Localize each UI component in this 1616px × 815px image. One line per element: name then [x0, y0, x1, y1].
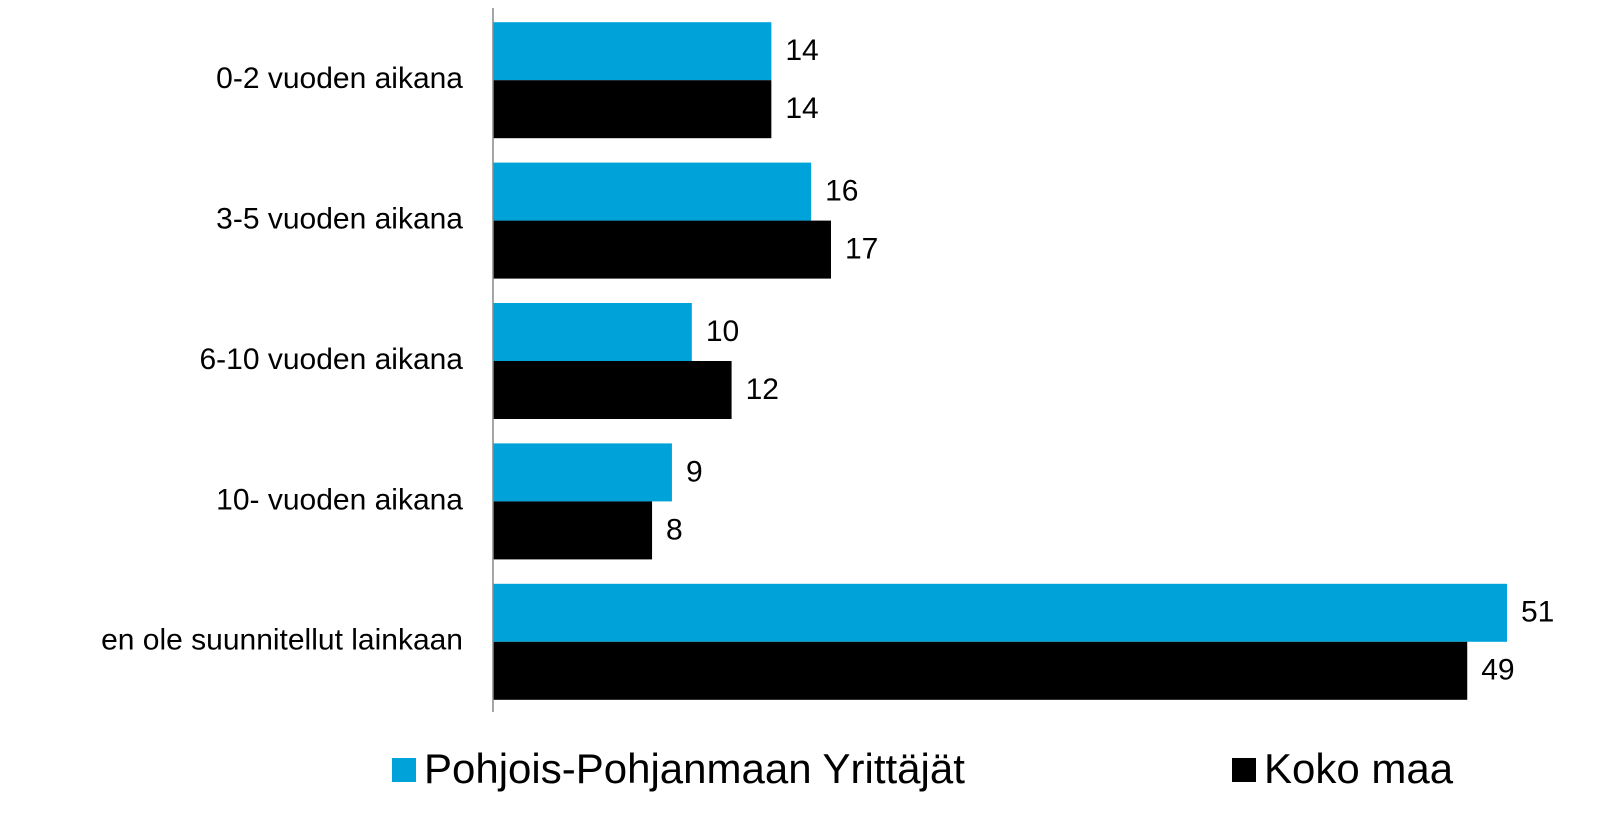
y-tick-label: 0-2 vuoden aikana	[216, 62, 463, 95]
data-label: 49	[1481, 654, 1514, 687]
legend-label: Pohjois-Pohjanmaan Yrittäjät	[424, 745, 965, 792]
data-label: 16	[825, 175, 858, 208]
bar	[493, 641, 1468, 700]
bar	[493, 303, 692, 361]
bar	[493, 80, 772, 139]
data-label: 17	[845, 233, 878, 266]
y-tick-label: en ole suunnitellut lainkaan	[101, 624, 463, 657]
y-tick-label: 3-5 vuoden aikana	[216, 203, 463, 236]
data-label: 14	[785, 92, 818, 125]
y-tick-label: 6-10 vuoden aikana	[199, 343, 463, 376]
bar	[493, 583, 1507, 642]
bar	[493, 501, 653, 560]
data-label: 51	[1521, 596, 1554, 629]
y-tick-label: 10- vuoden aikana	[216, 483, 463, 516]
bar	[493, 361, 732, 419]
data-label: 14	[785, 34, 818, 67]
bar	[493, 22, 772, 81]
bar	[493, 220, 831, 279]
bar	[493, 162, 812, 221]
legend-swatch	[392, 758, 416, 782]
legend-swatch	[1232, 758, 1256, 782]
data-label: 10	[706, 315, 739, 348]
legend-label: Koko maa	[1264, 745, 1454, 792]
data-label: 8	[666, 513, 683, 546]
data-label: 12	[746, 373, 779, 406]
data-label: 9	[686, 455, 703, 488]
bar	[493, 443, 672, 502]
